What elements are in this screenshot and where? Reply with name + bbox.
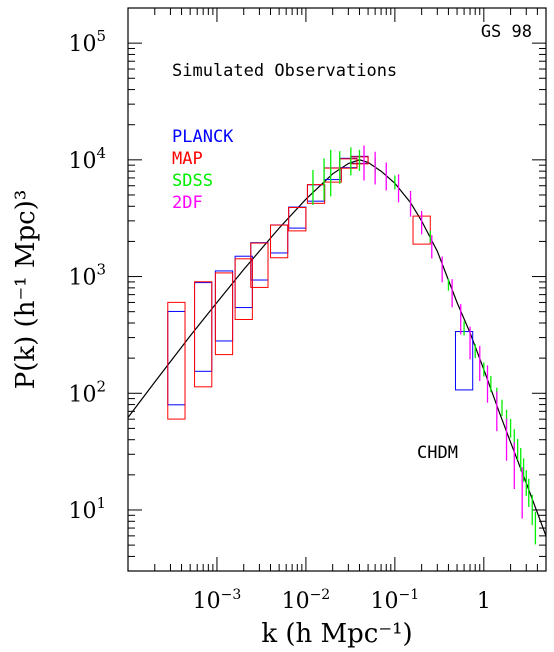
- error-box: [250, 242, 269, 288]
- series-sdss: [312, 147, 537, 545]
- series-map: [167, 156, 431, 420]
- error-box: [194, 281, 213, 388]
- legend-entry: SDSS: [172, 171, 213, 191]
- error-box: [288, 207, 307, 232]
- annotation: CHDM: [417, 443, 458, 463]
- y-tick-label: 105: [68, 27, 106, 57]
- error-box: [288, 206, 307, 229]
- error-box: [270, 224, 289, 254]
- x-tick-label: 10−1: [371, 587, 420, 614]
- error-box: [250, 242, 269, 281]
- plot-frame: [127, 7, 547, 572]
- legend-entry: 2DF: [172, 193, 203, 213]
- legend-entry: MAP: [172, 149, 203, 169]
- y-tick-label: 103: [68, 261, 106, 291]
- error-box: [167, 310, 186, 406]
- y-axis-label: P(k) (h⁻¹ Mpc)³: [11, 190, 41, 390]
- error-box: [270, 224, 289, 259]
- annotations: GS 98 Simulated Observations CHDM: [172, 22, 532, 463]
- error-box: [234, 255, 253, 309]
- error-box: [234, 258, 253, 320]
- error-box: [214, 270, 234, 342]
- annotation: GS 98: [481, 22, 532, 42]
- error-box: [306, 184, 326, 204]
- chdm-curve: [128, 159, 546, 537]
- series-layer: [128, 145, 546, 545]
- x-tick-label: 1: [477, 589, 491, 614]
- y-tick-label: 101: [68, 494, 106, 524]
- annotation: Simulated Observations: [172, 61, 397, 81]
- error-box: [214, 272, 234, 356]
- legend-entry: PLANCK: [172, 127, 234, 147]
- x-axis-ticks: 10−3 10−2 10−1 1: [127, 8, 547, 614]
- series-chdm: [128, 159, 546, 537]
- y-tick-label: 104: [68, 144, 106, 174]
- series-2df: [363, 145, 523, 519]
- error-box: [167, 301, 186, 420]
- series-planck: [167, 155, 474, 406]
- x-axis-label: k (h Mpc⁻¹): [261, 619, 412, 649]
- y-axis-ticks: 101 102 103 104 105: [68, 7, 546, 572]
- y-tick-label: 102: [68, 377, 106, 407]
- error-box: [306, 184, 326, 202]
- x-tick-label: 10−2: [282, 587, 331, 614]
- x-tick-label: 10−3: [193, 587, 242, 614]
